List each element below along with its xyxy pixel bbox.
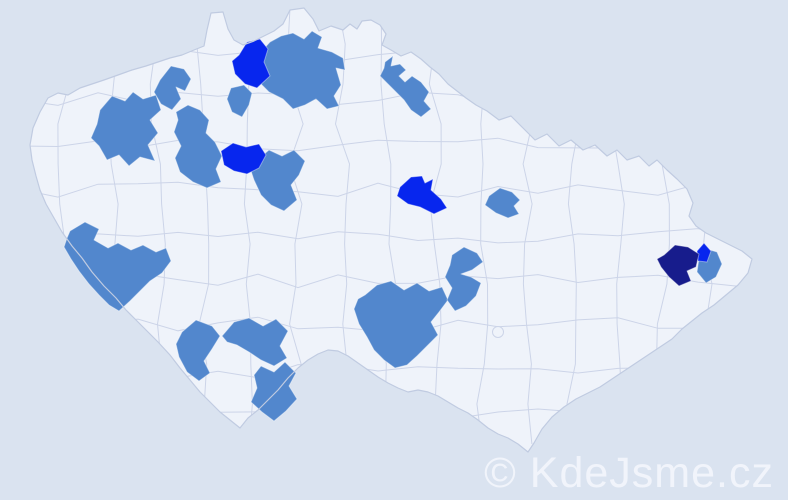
district-region-medium bbox=[353, 280, 449, 369]
small-district-circle bbox=[492, 326, 504, 338]
district-region-medium bbox=[444, 246, 484, 312]
district-region-medium bbox=[153, 65, 192, 111]
district-region-medium bbox=[226, 84, 253, 118]
district-region-medium bbox=[249, 149, 306, 212]
district-region-medium bbox=[90, 91, 162, 167]
district-region-dark bbox=[656, 244, 700, 287]
district-region-medium bbox=[379, 55, 432, 118]
district-region-bright bbox=[396, 175, 448, 215]
district-region-bright bbox=[696, 242, 712, 263]
district-region-medium bbox=[252, 30, 346, 110]
district-region-bright bbox=[220, 142, 267, 175]
country-border bbox=[29, 7, 753, 453]
district-region-medium bbox=[221, 317, 289, 367]
district-region-medium bbox=[175, 319, 221, 382]
district-region-medium bbox=[484, 187, 521, 219]
district-region-medium bbox=[63, 221, 172, 312]
district-region-medium bbox=[173, 104, 223, 189]
watermark-brand: © KdeJsme.cz bbox=[484, 449, 774, 497]
